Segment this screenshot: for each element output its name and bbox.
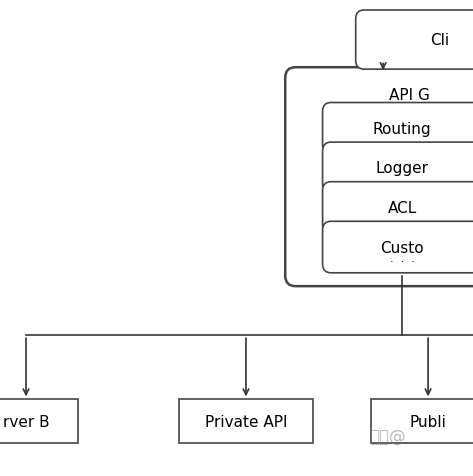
FancyBboxPatch shape	[323, 182, 473, 234]
Text: Routing: Routing	[373, 121, 431, 137]
FancyBboxPatch shape	[179, 399, 314, 443]
Text: rver B: rver B	[3, 414, 49, 429]
FancyBboxPatch shape	[323, 143, 473, 194]
Text: ·  ·  ·: · · ·	[390, 257, 414, 267]
FancyBboxPatch shape	[323, 103, 473, 155]
FancyBboxPatch shape	[323, 222, 473, 273]
Text: Publi: Publi	[410, 414, 447, 429]
FancyBboxPatch shape	[285, 68, 473, 287]
Text: API G: API G	[389, 88, 429, 103]
Text: Logger: Logger	[376, 161, 429, 176]
Text: Cli: Cli	[430, 33, 449, 48]
FancyBboxPatch shape	[371, 399, 473, 443]
Text: 头条@: 头条@	[369, 426, 406, 445]
FancyBboxPatch shape	[0, 399, 78, 443]
Text: Custo: Custo	[380, 240, 424, 255]
Text: ACL: ACL	[387, 200, 417, 216]
Text: Private API: Private API	[205, 414, 287, 429]
FancyBboxPatch shape	[356, 11, 473, 70]
